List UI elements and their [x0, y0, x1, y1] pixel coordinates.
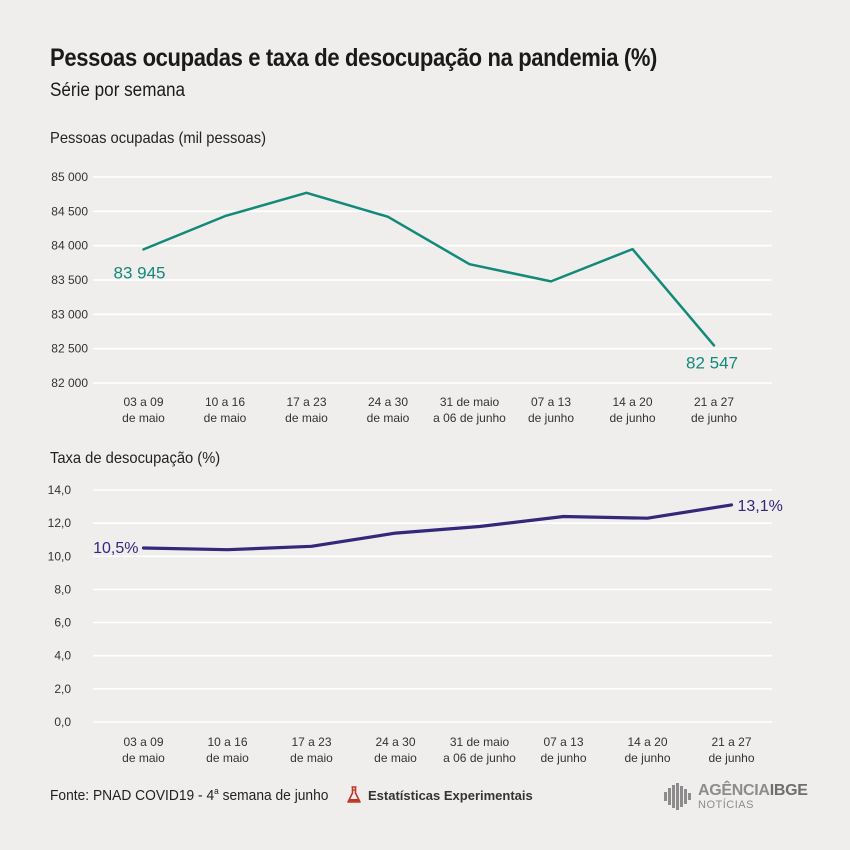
x-tick-label-line: 10 a 16	[207, 735, 247, 749]
y-tick-label: 12,0	[48, 516, 72, 530]
page-title: Pessoas ocupadas e taxa de desocupação n…	[50, 44, 658, 72]
x-tick-label: 10 a 16 de maio	[204, 395, 247, 425]
experimental-label: Estatísticas Experimentais	[368, 787, 533, 803]
data-label: 13,1%	[738, 498, 783, 515]
logo-agencia-text: AGÊNCIA	[698, 782, 770, 799]
x-tick-label-line: de maio	[122, 751, 165, 765]
x-tick-label-line: 14 a 20	[627, 735, 667, 749]
x-tick-label-line: de maio	[290, 751, 333, 765]
x-tick-label-line: de junho	[609, 411, 655, 425]
y-tick-label: 84 000	[51, 239, 88, 253]
y-tick-label: 4,0	[54, 649, 71, 663]
y-tick-label: 84 500	[51, 204, 88, 218]
y-tick-label: 0,0	[54, 715, 71, 729]
experimental-statistics-badge: Estatísticas Experimentais	[346, 786, 533, 804]
y-tick-label: 83 000	[51, 307, 88, 321]
x-tick-label: 21 a 27 de junho	[708, 735, 754, 765]
series-line	[142, 191, 716, 347]
occupied-chart-title: Pessoas ocupadas (mil pessoas)	[50, 130, 266, 147]
x-tick-label: 03 a 09 de maio	[122, 735, 165, 765]
x-tick-label-line: 31 de maio	[440, 395, 500, 409]
x-tick-label-line: 17 a 23	[291, 735, 331, 749]
x-tick-label: 24 a 30 de maio	[374, 735, 417, 765]
x-tick-label-line: de maio	[204, 411, 247, 425]
x-tick-label: 31 de maio a 06 de junho	[443, 735, 516, 765]
x-tick-label-line: 07 a 13	[543, 735, 583, 749]
x-tick-label-line: a 06 de junho	[443, 751, 516, 765]
unemployment-chart-title: Taxa de desocupação (%)	[50, 450, 221, 467]
y-tick-label: 85 000	[51, 170, 88, 184]
y-tick-label: 82 500	[51, 342, 88, 356]
agencia-ibge-logo: AGÊNCIAIBGE NOTÍCIAS	[664, 782, 808, 812]
x-tick-label: 31 de maio a 06 de junho	[433, 395, 506, 425]
x-tick-label-line: 21 a 27	[694, 395, 734, 409]
x-tick-label-line: 03 a 09	[123, 735, 163, 749]
series-line	[141, 503, 734, 552]
x-tick-label-line: de maio	[285, 411, 328, 425]
logo-ibge-text: IBGE	[769, 782, 808, 799]
x-tick-label-line: 07 a 13	[531, 395, 571, 409]
data-label: 10,5%	[93, 540, 138, 557]
x-tick-label: 10 a 16 de maio	[206, 735, 249, 765]
y-tick-label: 2,0	[54, 682, 71, 696]
y-tick-label: 83 500	[51, 273, 88, 287]
y-tick-label: 10,0	[48, 549, 72, 563]
x-tick-label-line: de junho	[691, 411, 737, 425]
x-tick-label-line: de junho	[540, 751, 586, 765]
x-tick-label-line: de junho	[624, 751, 670, 765]
ibge-logo-icon	[664, 783, 691, 810]
data-label: 82 547	[686, 353, 738, 372]
x-tick-label-line: de junho	[708, 751, 754, 765]
x-tick-label: 24 a 30 de maio	[367, 395, 410, 425]
x-tick-label: 14 a 20 de junho	[624, 735, 670, 765]
unemployment-line-chart: 0,0 2,0 4,0 6,0 8,0 10,0 12,0 14,0 03 a 09 de mai…	[48, 483, 783, 765]
x-tick-label-line: 24 a 30	[368, 395, 408, 409]
x-tick-label-line: de maio	[367, 411, 410, 425]
x-tick-label-line: 17 a 23	[286, 395, 326, 409]
x-tick-label-line: de junho	[528, 411, 574, 425]
x-tick-label-line: 24 a 30	[375, 735, 415, 749]
x-tick-label-line: de maio	[206, 751, 249, 765]
y-tick-label: 8,0	[54, 582, 71, 596]
x-tick-label: 21 a 27 de junho	[691, 395, 737, 425]
y-tick-label: 82 000	[51, 376, 88, 390]
x-tick-label: 17 a 23 de maio	[285, 395, 328, 425]
x-tick-label-line: 03 a 09	[123, 395, 163, 409]
x-tick-label-line: de maio	[374, 751, 417, 765]
x-tick-label-line: 21 a 27	[711, 735, 751, 749]
occupied-line-chart: 82 000 82 500 83 000 83 500 84 000 84 500 85 0…	[51, 170, 772, 425]
x-tick-label: 17 a 23 de maio	[290, 735, 333, 765]
x-tick-label: 07 a 13 de junho	[540, 735, 586, 765]
flask-icon	[347, 786, 361, 803]
data-label: 83 945	[114, 263, 166, 282]
x-tick-label-line: 14 a 20	[612, 395, 652, 409]
logo-noticias-text: NOTÍCIAS	[698, 799, 754, 811]
x-tick-label-line: a 06 de junho	[433, 411, 506, 425]
source-note: Fonte: PNAD COVID19 - 4a semana de junho	[50, 786, 329, 804]
y-tick-label: 14,0	[48, 483, 72, 497]
x-tick-label-line: de maio	[122, 411, 165, 425]
x-tick-label: 03 a 09 de maio	[122, 395, 165, 425]
y-tick-label: 6,0	[54, 616, 71, 630]
x-tick-label-line: 10 a 16	[205, 395, 245, 409]
x-tick-label-line: 31 de maio	[450, 735, 510, 749]
page-subtitle: Série por semana	[50, 80, 185, 101]
x-tick-label: 14 a 20 de junho	[609, 395, 655, 425]
x-tick-label: 07 a 13 de junho	[528, 395, 574, 425]
